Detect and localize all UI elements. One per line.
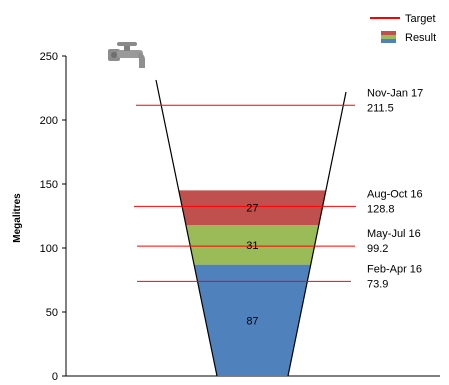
y-tick-label: 0: [52, 371, 58, 383]
segment-labels: 87 31 27 Nov-Jan 17 211.5 Aug-Oct 16 128.8 May-…: [246, 87, 423, 327]
legend-result-label: Result: [405, 32, 436, 44]
result-segment: [178, 190, 326, 225]
y-tick-label: 50: [46, 307, 58, 319]
legend-result-swatch: [381, 31, 396, 43]
segment-value-label: 27: [246, 203, 258, 215]
result-segments: [178, 190, 326, 376]
y-tick-label: 150: [40, 179, 58, 191]
target-period-label: Feb-Apr 16: [367, 263, 422, 275]
axis-layer: 0 50 100 150 200 250 Megalitres: [12, 51, 440, 383]
target-value-label: 73.9: [367, 278, 388, 290]
funnel-left-edge: [155, 79, 218, 377]
segment-value-label: 31: [246, 240, 258, 252]
target-period-label: Aug-Oct 16: [367, 188, 423, 200]
y-axis-label: Megalitres: [12, 193, 23, 243]
target-value-label: 211.5: [367, 102, 394, 114]
target-lines: [134, 104, 356, 282]
y-tick-label: 200: [40, 115, 58, 127]
target-value-label: 99.2: [367, 243, 388, 255]
result-segment: [194, 264, 311, 376]
segment-value-label: 87: [246, 315, 258, 327]
target-value-label: 128.8: [367, 203, 395, 215]
y-tick-label: 250: [40, 51, 58, 63]
result-segment: [185, 224, 319, 265]
target-period-label: Nov-Jan 17: [367, 87, 423, 99]
y-tick-label: 100: [40, 243, 58, 255]
target-period-label: May-Jul 16: [367, 228, 421, 240]
tap-icon: [108, 42, 145, 68]
funnel-outline: [155, 79, 347, 377]
legend-target-label: Target: [405, 13, 436, 25]
legend: Target Result: [370, 13, 436, 44]
funnel-right-edge: [287, 91, 347, 377]
